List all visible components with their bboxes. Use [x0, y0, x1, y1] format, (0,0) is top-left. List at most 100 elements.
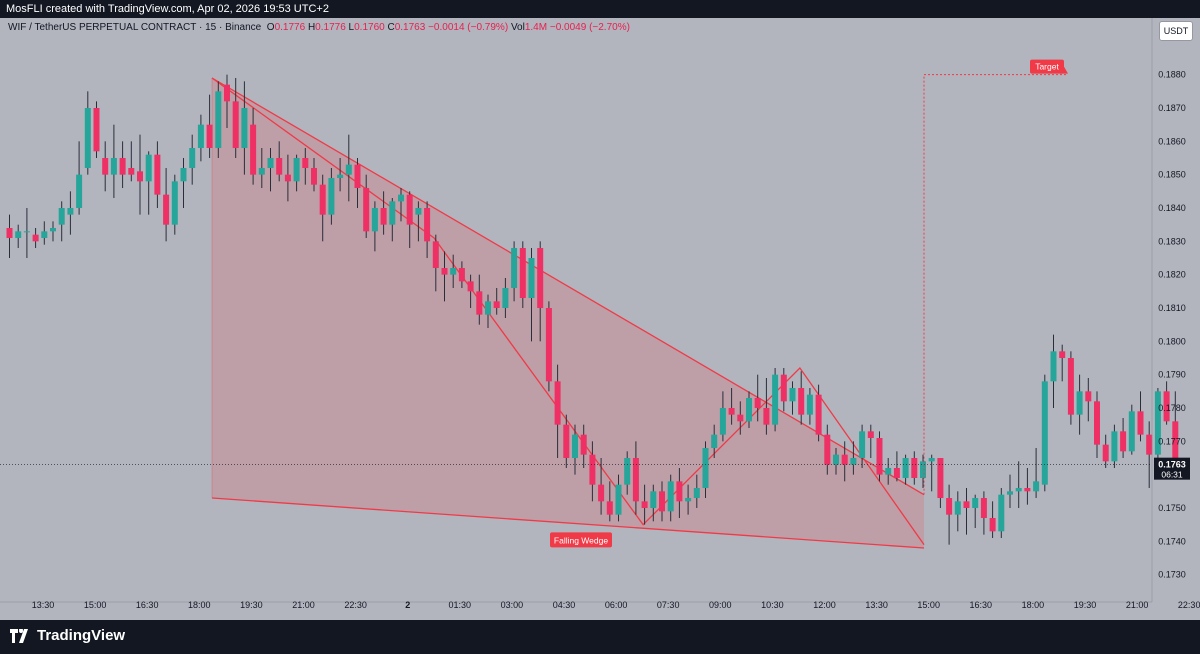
- candle-body: [267, 158, 274, 168]
- candle: [110, 124, 117, 198]
- candle: [598, 458, 605, 515]
- candle: [258, 148, 265, 188]
- candle-body: [685, 498, 692, 502]
- candle-body: [476, 291, 483, 315]
- time-tick-label: 19:30: [240, 600, 263, 610]
- candle: [980, 491, 987, 535]
- candle-body: [41, 231, 48, 238]
- time-tick-label: 2: [405, 600, 410, 610]
- candle: [641, 484, 648, 525]
- candle: [572, 424, 578, 475]
- candle-body: [998, 494, 1005, 532]
- candle-body: [311, 168, 317, 185]
- candle: [432, 234, 439, 292]
- candle: [502, 278, 509, 318]
- falling-wedge-label: Falling Wedge: [550, 532, 612, 548]
- candle: [789, 381, 796, 415]
- candle-body: [598, 484, 605, 502]
- time-tick-label: 16:30: [136, 600, 159, 610]
- candle-body: [93, 108, 100, 152]
- candle-body: [606, 501, 613, 515]
- candle-body: [76, 174, 83, 208]
- candle-body: [145, 154, 152, 182]
- candle-body: [154, 154, 161, 195]
- candle: [711, 424, 718, 458]
- price-tick-label: 0.1740: [1158, 536, 1186, 546]
- candle: [180, 158, 187, 208]
- candle: [189, 134, 196, 185]
- time-tick-label: 07:30: [657, 600, 680, 610]
- candle-body: [337, 174, 344, 178]
- time-tick-label: 16:30: [970, 600, 993, 610]
- candle-body: [1059, 351, 1066, 358]
- currency-button[interactable]: USDT: [1159, 21, 1193, 41]
- candle-body: [667, 481, 674, 512]
- candle: [389, 198, 396, 242]
- candle-body: [572, 434, 578, 458]
- candle-body: [189, 148, 196, 168]
- candle: [772, 368, 779, 432]
- candle-body: [833, 454, 839, 465]
- candle-body: [780, 374, 787, 402]
- candle: [685, 484, 692, 515]
- candle-body: [302, 158, 309, 168]
- candle-body: [276, 158, 283, 175]
- candle-body: [1128, 411, 1135, 452]
- candle: [928, 454, 935, 492]
- candle-body: [432, 241, 439, 268]
- candle-body: [163, 194, 170, 225]
- candle: [476, 274, 483, 325]
- candle-body: [215, 91, 222, 148]
- candle: [319, 174, 326, 242]
- price-tick-label: 0.1780: [1158, 403, 1186, 413]
- candle-body: [345, 164, 352, 175]
- candle-body: [389, 201, 396, 225]
- low-label: L: [348, 22, 355, 33]
- price-chart[interactable]: Target Falling Wedge 0.1730 0.1740 0.1750 0.…: [0, 18, 1200, 620]
- candle-body: [398, 194, 404, 202]
- time-tick-label: 21:00: [292, 600, 315, 610]
- candle: [311, 158, 317, 192]
- price-tick-label: 0.1800: [1158, 336, 1186, 346]
- close-value: 0.1763: [394, 22, 426, 33]
- tradingview-logo[interactable]: TradingView: [10, 627, 125, 644]
- candle: [911, 451, 918, 485]
- candle-body: [1102, 444, 1109, 462]
- candle: [850, 441, 857, 475]
- candle: [511, 241, 518, 302]
- candle-body: [1120, 431, 1127, 452]
- candle-body: [1154, 391, 1161, 455]
- candle-body: [902, 458, 909, 478]
- candle: [293, 154, 300, 192]
- candle: [232, 78, 239, 158]
- candle-body: [415, 208, 422, 215]
- candle-body: [119, 158, 126, 175]
- candle-body: [519, 248, 526, 298]
- candle-body: [1172, 421, 1179, 465]
- candle-body: [859, 431, 866, 458]
- price-axis[interactable]: 0.17300.17400.17500.17600.17700.17800.17…: [1151, 18, 1190, 602]
- candle: [215, 81, 222, 158]
- candle: [154, 141, 161, 208]
- candle-body: [824, 434, 831, 465]
- candle-body: [615, 484, 622, 515]
- falling-wedge-label-box: [550, 532, 612, 548]
- candle: [163, 168, 170, 242]
- candle-body: [1094, 401, 1100, 445]
- candle: [328, 168, 335, 225]
- candle-body: [624, 458, 631, 485]
- time-tick-label: 22:30: [1178, 600, 1200, 610]
- candle-body: [1146, 434, 1153, 455]
- time-tick-label: 19:30: [1074, 600, 1097, 610]
- candle-body: [319, 184, 326, 215]
- candle: [1154, 388, 1161, 462]
- time-axis[interactable]: 13:30 15:00 16:30 18:00 19:30 21:00 22:30 2 01:3…: [0, 600, 1200, 610]
- candle: [58, 201, 65, 242]
- candle: [554, 364, 561, 458]
- candle-body: [798, 388, 805, 415]
- tradingview-logo-icon: [10, 628, 28, 643]
- candle: [241, 81, 248, 175]
- time-tick-label: 18:00: [188, 600, 211, 610]
- candles: [6, 74, 1179, 545]
- candle: [1146, 421, 1153, 488]
